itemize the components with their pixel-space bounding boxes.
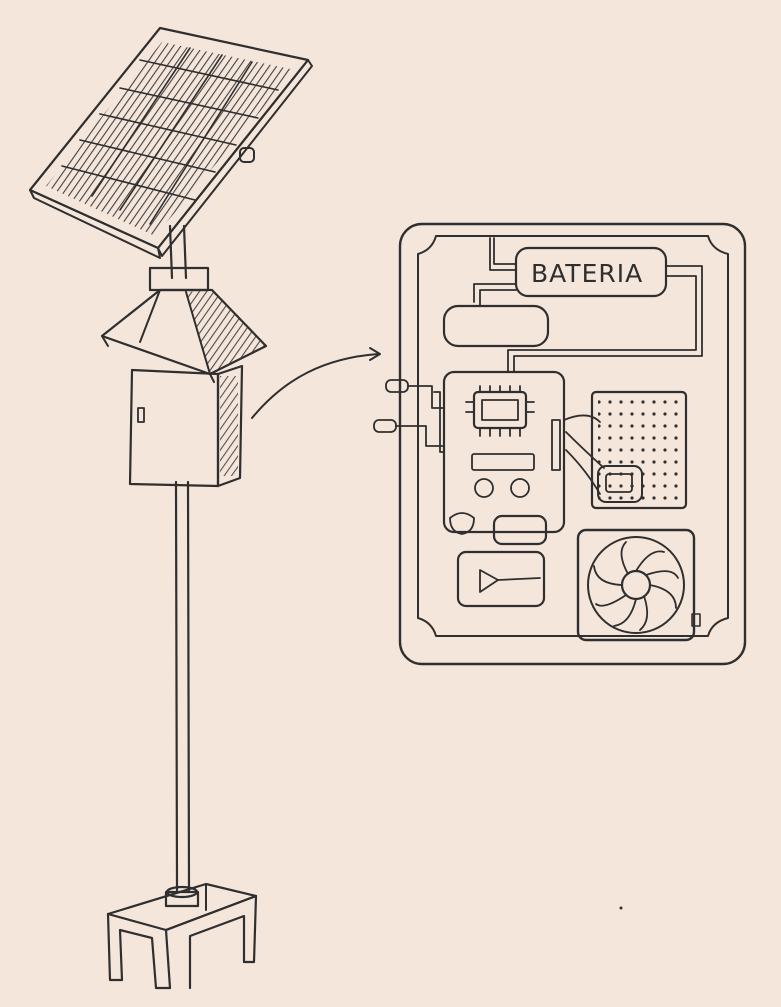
roof-icon [100,288,268,383]
battery-label: BATERIA [531,259,643,288]
fan-icon [576,528,701,642]
display-module-icon [456,550,546,608]
circuit-board-icon [442,370,566,546]
battery-icon: BATERIA [514,246,668,298]
detail-panel [398,222,747,666]
base-stand-icon [106,882,258,990]
breadboard-icon [551,390,688,510]
enclosure-icon [128,364,244,488]
ink-dot [619,906,623,910]
wires [473,237,703,373]
connector-pins-icon [373,379,445,453]
solar-panel-icon [28,26,313,259]
pole-icon [148,224,210,908]
sensor-module-icon [442,304,550,348]
arrow-icon [251,347,381,419]
